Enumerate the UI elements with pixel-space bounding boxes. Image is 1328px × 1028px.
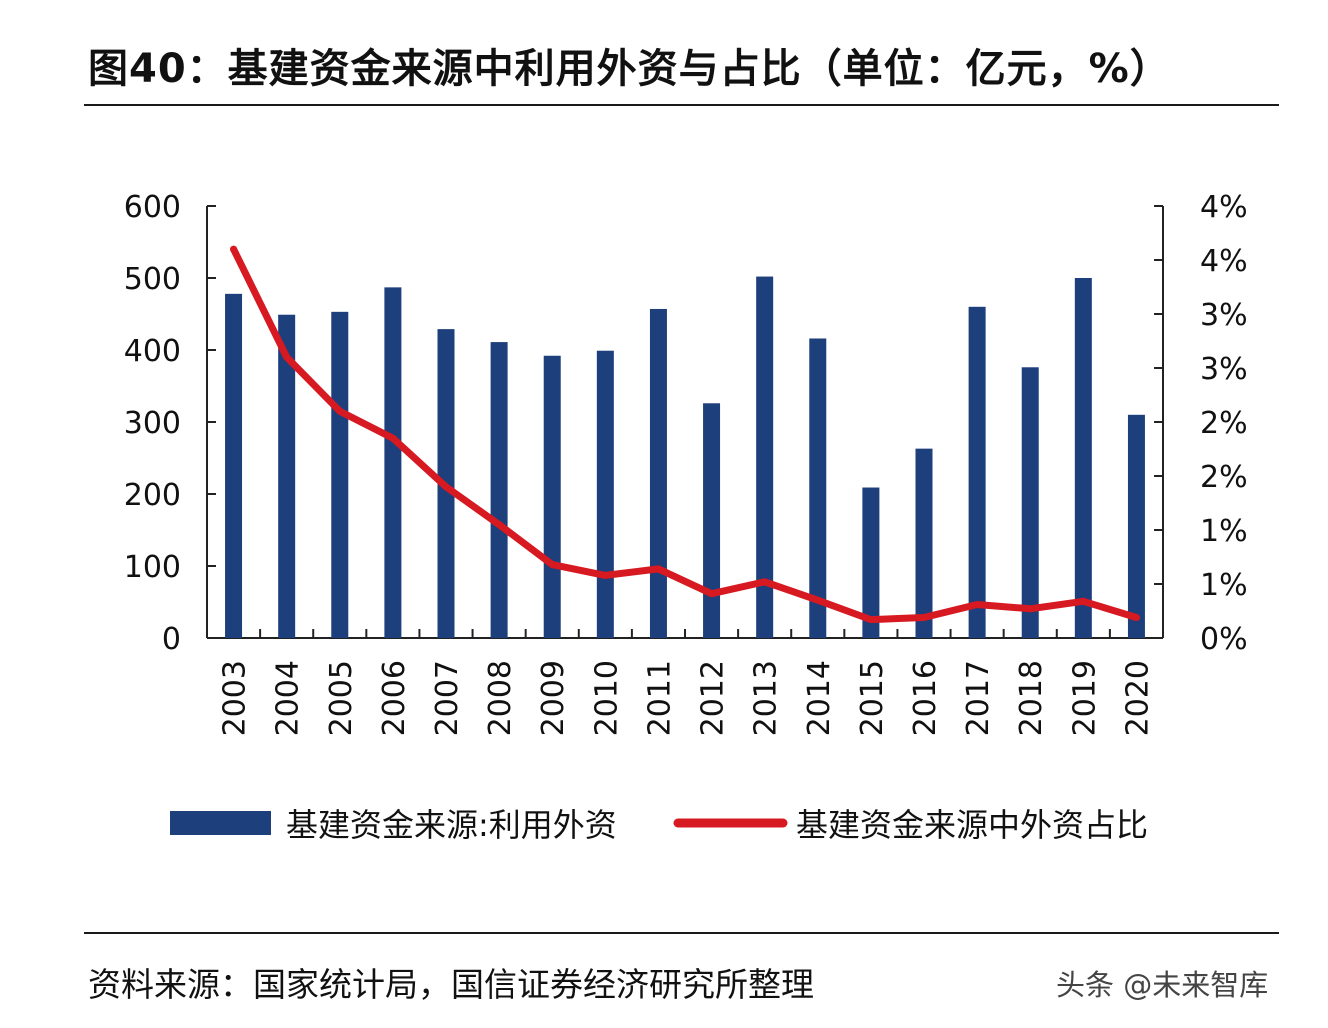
right-axis-tick-label: 4% xyxy=(1200,190,1248,225)
share-point-2005 xyxy=(336,407,344,415)
x-axis-category-label: 2018 xyxy=(1014,660,1049,736)
bar-2011 xyxy=(649,308,667,638)
left-axis-tick-label: 600 xyxy=(124,190,181,225)
x-axis-category-label: 2013 xyxy=(749,660,784,736)
x-axis-category-label: 2009 xyxy=(536,660,571,736)
left-axis-tick-label: 200 xyxy=(124,478,181,513)
bar-2013 xyxy=(756,276,774,638)
bar-2010 xyxy=(596,350,614,638)
title-divider xyxy=(84,104,1279,106)
x-axis-category-label: 2011 xyxy=(642,660,677,736)
bar-2006 xyxy=(384,287,402,638)
bar-2012 xyxy=(703,403,721,638)
right-axis-tick-label: 2% xyxy=(1200,406,1248,441)
line-series xyxy=(230,245,1140,624)
right-axis-tick-label: 0% xyxy=(1200,622,1248,657)
legend-bar-swatch xyxy=(170,811,271,835)
x-axis-category-label: 2019 xyxy=(1067,660,1102,736)
share-point-2007 xyxy=(442,483,450,491)
source-note: 资料来源：国家统计局，国信证券经济研究所整理 xyxy=(88,965,814,1004)
bar-2015 xyxy=(862,487,880,638)
share-point-2006 xyxy=(389,434,397,442)
left-axis-tick-label: 0 xyxy=(162,622,181,657)
share-point-2014 xyxy=(814,596,822,604)
axes-layer xyxy=(206,205,1164,639)
right-axis-tick-label: 1% xyxy=(1200,568,1248,603)
bar-2017 xyxy=(968,306,986,638)
bar-2008 xyxy=(490,342,508,638)
tick-labels: 0 100 200 300 400 500 600 0% 1% 1% 2% 2% 3% 3% 4% 4% 200… xyxy=(124,190,1248,736)
bar-2014 xyxy=(809,338,827,638)
share-point-2020 xyxy=(1132,613,1140,621)
x-axis-category-label: 2005 xyxy=(324,660,359,736)
bar-2004 xyxy=(278,314,296,638)
x-axis-category-label: 2008 xyxy=(483,660,518,736)
left-axis-tick-label: 300 xyxy=(124,406,181,441)
right-axis-tick-label: 1% xyxy=(1200,514,1248,549)
bar-series xyxy=(225,276,1145,638)
legend-line-label: 基建资金来源中外资占比 xyxy=(796,806,1148,844)
share-point-2010 xyxy=(601,571,609,579)
right-axis-tick-label: 3% xyxy=(1200,298,1248,333)
watermark: 头条 @未来智库 xyxy=(1056,968,1269,1002)
bar-2020 xyxy=(1127,414,1145,638)
share-line xyxy=(230,245,1140,624)
x-axis-category-label: 2020 xyxy=(1120,660,1155,736)
share-point-2017 xyxy=(973,601,981,609)
x-axis-category-label: 2015 xyxy=(855,660,890,736)
bar-2009 xyxy=(543,355,561,638)
share-point-2016 xyxy=(920,613,928,621)
x-axis-category-label: 2017 xyxy=(961,660,996,736)
share-point-2004 xyxy=(283,353,291,361)
share-point-2009 xyxy=(548,561,556,569)
right-axis-tick-label: 4% xyxy=(1200,244,1248,279)
share-point-2019 xyxy=(1079,597,1087,605)
x-axis-category-label: 2010 xyxy=(589,660,624,736)
share-point-2008 xyxy=(495,521,503,529)
x-axis-category-label: 2016 xyxy=(908,660,943,736)
share-point-2003 xyxy=(230,245,238,253)
left-axis-tick-label: 400 xyxy=(124,334,181,369)
left-axis-tick-label: 500 xyxy=(124,262,181,297)
bar-2019 xyxy=(1074,278,1092,638)
chart-title: 图40：基建资金来源中利用外资与占比（单位：亿元，%） xyxy=(88,46,1171,92)
share-point-2018 xyxy=(1026,605,1034,613)
share-point-2012 xyxy=(708,590,716,598)
x-axis-category-label: 2012 xyxy=(696,660,731,736)
footer-divider xyxy=(84,932,1279,934)
legend-bar-label: 基建资金来源:利用外资 xyxy=(286,806,617,844)
legend: 基建资金来源:利用外资 基建资金来源中外资占比 xyxy=(170,806,1148,844)
share-point-2011 xyxy=(654,565,662,573)
right-axis-tick-label: 3% xyxy=(1200,352,1248,387)
x-axis-category-label: 2004 xyxy=(271,660,306,736)
x-axis-category-label: 2014 xyxy=(802,660,837,736)
x-axis-category-label: 2006 xyxy=(377,660,412,736)
share-point-2015 xyxy=(867,616,875,624)
bar-2018 xyxy=(1021,367,1039,638)
x-axis-category-label: 2003 xyxy=(218,660,253,736)
bar-2003 xyxy=(225,293,243,638)
share-point-2013 xyxy=(761,578,769,586)
bar-2016 xyxy=(915,448,933,638)
left-axis-tick-label: 100 xyxy=(124,550,181,585)
x-axis-category-label: 2007 xyxy=(430,660,465,736)
bar-2005 xyxy=(331,311,349,638)
right-axis-tick-label: 2% xyxy=(1200,460,1248,495)
